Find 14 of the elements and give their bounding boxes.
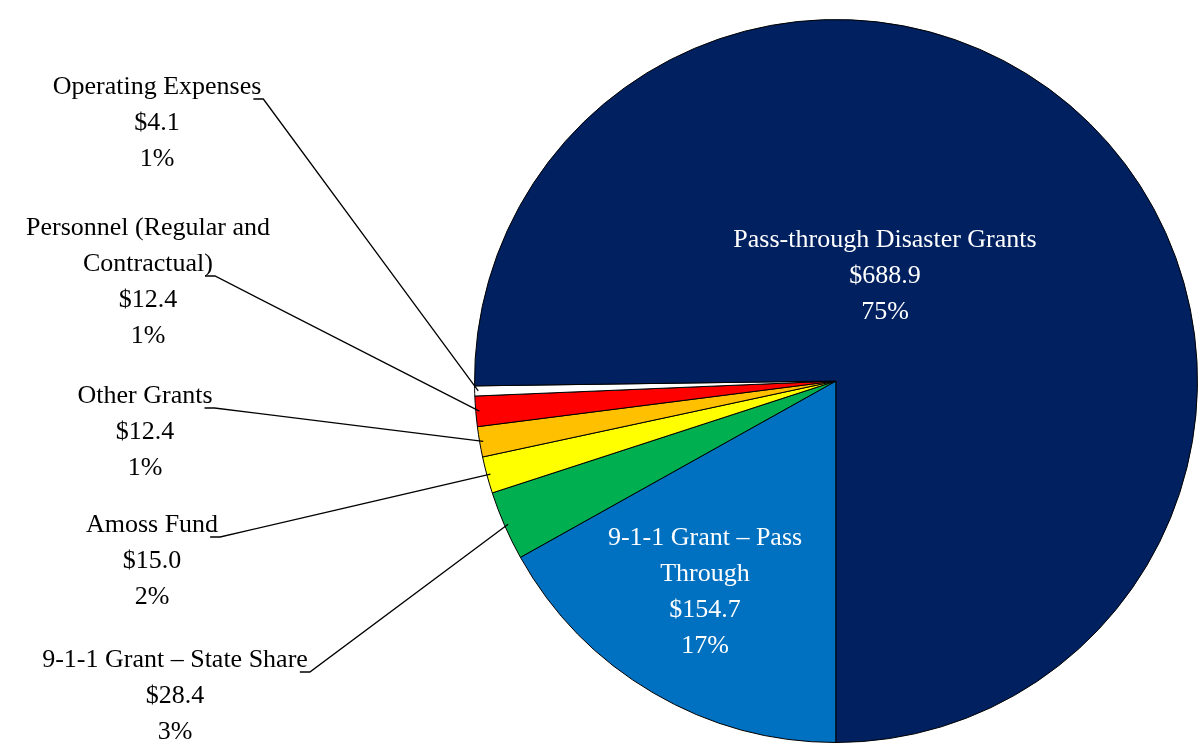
slice-label: Other Grants — [77, 379, 213, 409]
data-label: $12.4 1% — [115, 415, 175, 481]
data-label: $12.4 1% — [118, 283, 178, 349]
slice-label: Amoss Fund — [85, 508, 219, 538]
data-label: $154.7 17% — [669, 593, 741, 659]
data-label: $28.4 3% — [145, 679, 205, 745]
data-label: $15.0 2% — [122, 544, 182, 610]
data-label: $688.9 75% — [849, 259, 921, 325]
slice-label: 9-1-1 Grant – State Share — [42, 643, 308, 673]
slice-label: Personnel (Regular and Contractual) — [25, 211, 271, 277]
slice-label: Operating Expenses — [52, 70, 262, 100]
slice-label: Pass-through Disaster Grants — [733, 223, 1037, 253]
data-label: $4.1 1% — [134, 106, 180, 172]
slice-label: 9-1-1 Grant – Pass Through — [607, 521, 803, 587]
